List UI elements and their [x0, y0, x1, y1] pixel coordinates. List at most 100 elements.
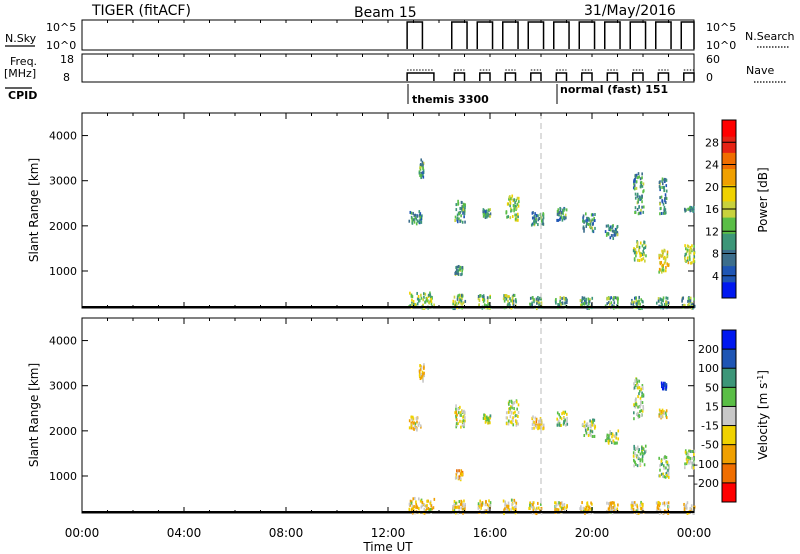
scatter-cell — [585, 219, 587, 223]
scatter-cell — [636, 445, 639, 449]
scatter-cell — [457, 294, 460, 298]
scatter-cell — [535, 297, 538, 301]
scatter-cell — [489, 416, 492, 420]
scatter-cell — [419, 212, 422, 216]
scatter-cell — [422, 298, 424, 302]
scatter-cell — [658, 256, 661, 260]
scatter-cell — [608, 227, 611, 231]
scatter-cell — [685, 503, 688, 507]
scatter-cell — [614, 227, 617, 231]
scatter-cell — [589, 225, 591, 229]
scatter-cell — [655, 301, 658, 305]
scatter-cell — [641, 391, 643, 395]
power-ylabel: Slant Range [km] — [27, 158, 41, 262]
scatter-cell — [635, 254, 637, 258]
scatter-cell — [505, 506, 507, 510]
scatter-cell — [633, 247, 635, 251]
scatter-cell — [659, 186, 661, 190]
scatter-cell — [422, 377, 424, 381]
scatter-cell — [661, 253, 664, 257]
scatter-cell — [459, 298, 461, 302]
scatter-cell — [411, 217, 414, 221]
scatter-cell — [665, 178, 668, 182]
scatter-cell — [584, 426, 587, 430]
scatter-cell — [418, 219, 421, 223]
scatter-cell — [558, 419, 560, 423]
scatter-cell — [504, 503, 506, 507]
nave-tick-bottom: 0 — [706, 71, 713, 84]
scatter-cell — [591, 423, 594, 427]
scatter-cell — [433, 497, 436, 501]
scatter-cell — [615, 230, 618, 234]
scatter-cell — [693, 505, 696, 509]
scatter-cell — [663, 255, 666, 259]
y-tick-label: 3000 — [49, 380, 77, 393]
scatter-cell — [642, 257, 645, 261]
scatter-cell — [659, 196, 661, 200]
scatter-cell — [461, 269, 463, 273]
scatter-cell — [635, 186, 638, 190]
scatter-cell — [485, 210, 488, 214]
scatter-cell — [509, 196, 512, 200]
scatter-cell — [633, 187, 636, 191]
scatter-cell — [586, 216, 588, 220]
scatter-cell — [639, 181, 642, 185]
scatter-cell — [664, 201, 667, 205]
scatter-cell — [610, 234, 613, 238]
colorbar-tick-label: 24 — [705, 159, 719, 172]
scatter-cell — [641, 401, 644, 405]
scatter-cell — [531, 211, 534, 215]
scatter-cell — [561, 301, 564, 305]
scatter-cell — [427, 299, 429, 303]
scatter-cell — [605, 224, 608, 228]
scatter-cell — [665, 414, 667, 418]
scatter-cell — [636, 505, 639, 509]
scatter-cell — [613, 296, 615, 300]
scatter-cell — [637, 395, 639, 399]
colorbar-tick-label: -200 — [694, 477, 719, 490]
scatter-cell — [480, 504, 483, 508]
scatter-cell — [640, 400, 642, 404]
scatter-cell — [611, 225, 614, 229]
freq-step — [581, 72, 593, 81]
scatter-cell — [507, 215, 510, 219]
scatter-cell — [663, 381, 665, 385]
scatter-cell — [487, 212, 489, 216]
scatter-cell — [506, 504, 508, 508]
scatter-cell — [516, 218, 518, 222]
scatter-cell — [503, 512, 505, 516]
scatter-cell — [667, 471, 670, 475]
scatter-cell — [419, 367, 422, 371]
scatter-cell — [633, 178, 636, 182]
velocity-plot-area — [81, 317, 695, 514]
scatter-cell — [514, 500, 516, 504]
scatter-cell — [691, 450, 694, 454]
scatter-cell — [555, 301, 557, 305]
scatter-cell — [593, 218, 595, 222]
scatter-cell — [659, 254, 662, 258]
scatter-cell — [639, 197, 642, 201]
scatter-cell — [455, 203, 458, 207]
scatter-cell — [635, 251, 638, 255]
scatter-cell — [458, 505, 460, 509]
scatter-cell — [410, 415, 413, 419]
scatter-cell — [409, 499, 412, 503]
scatter-cell — [631, 300, 634, 304]
scatter-cell — [661, 382, 663, 386]
scatter-cell — [634, 446, 637, 450]
scatter-cell — [587, 505, 590, 509]
scatter-cell — [634, 248, 637, 252]
scatter-cell — [665, 303, 668, 307]
scatter-cell — [616, 441, 618, 445]
scatter-cell — [689, 456, 692, 460]
scatter-cell — [663, 503, 666, 507]
scatter-cell — [684, 504, 687, 508]
scatter-cell — [641, 384, 644, 388]
scatter-cell — [636, 464, 639, 468]
scatter-cell — [510, 208, 513, 212]
scatter-cell — [633, 382, 635, 386]
scatter-cell — [507, 410, 510, 414]
scatter-cell — [634, 383, 637, 387]
scatter-cell — [684, 253, 687, 257]
scatter-cell — [423, 365, 425, 369]
